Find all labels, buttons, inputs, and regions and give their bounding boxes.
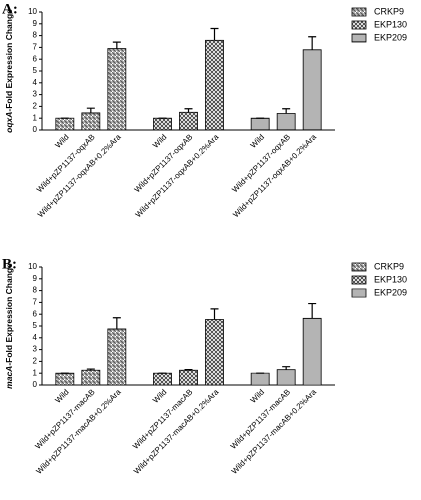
legend-swatch: [351, 262, 367, 272]
y-tick-label: 8: [33, 31, 38, 40]
error-bar: [184, 108, 193, 113]
x-tick-label: Wild: [53, 388, 70, 405]
panel-label: B:: [2, 256, 17, 272]
y-tick-label: 1: [33, 368, 38, 377]
y-axis-label-gene: oqxA: [4, 112, 14, 133]
x-tick-label: Wild: [151, 133, 168, 150]
legend-label: EKP209: [374, 32, 407, 42]
error-bar: [112, 41, 121, 49]
y-tick-label: 9: [33, 274, 38, 283]
x-tick-label: Wild: [249, 388, 266, 405]
y-tick-label: 7: [33, 43, 38, 52]
error-bar: [184, 369, 193, 371]
legend-swatch: [351, 33, 367, 43]
y-tick-label: 2: [33, 357, 38, 366]
y-tick-label: 5: [33, 66, 38, 75]
legend-label: CRKP9: [374, 6, 404, 16]
bar: [179, 111, 198, 131]
bar: [205, 39, 224, 131]
bar: [153, 372, 172, 386]
y-tick-label: 0: [33, 380, 38, 389]
legend-swatch: [351, 275, 367, 285]
bar: [81, 369, 101, 386]
y-axis-label-text: -Fold Expression Change: [4, 263, 14, 366]
error-bar: [210, 27, 219, 41]
y-tick-label: 7: [33, 298, 38, 307]
bar: [55, 117, 75, 131]
y-axis-label-text: -Fold Expression Change: [4, 9, 14, 112]
y-tick-label: 1: [33, 113, 38, 122]
legend-label: EKP130: [374, 19, 407, 29]
y-tick-label: 4: [33, 333, 38, 342]
bar: [276, 369, 296, 386]
y-tick-label: 4: [33, 78, 38, 87]
y-tick-label: 2: [33, 102, 38, 111]
legend-label: EKP209: [374, 287, 407, 297]
bar: [107, 48, 127, 131]
legend-swatch: [351, 7, 367, 17]
bar: [107, 328, 127, 386]
bar: [302, 49, 322, 131]
y-axis-label-gene: macA: [4, 366, 14, 389]
y-tick-label: 10: [28, 262, 37, 271]
bar: [153, 117, 172, 131]
error-bar: [282, 108, 291, 114]
y-tick-label: 3: [33, 345, 38, 354]
bar: [205, 319, 224, 386]
error-bar: [86, 107, 95, 113]
bar: [179, 369, 198, 386]
bar: [302, 317, 322, 386]
y-tick-label: 3: [33, 90, 38, 99]
error-bar: [86, 368, 95, 371]
legend-label: EKP130: [374, 274, 407, 284]
panel-label: A:: [2, 1, 18, 17]
x-tick-label: Wild: [249, 133, 266, 150]
bar: [276, 113, 296, 131]
x-tick-label: Wild: [53, 133, 70, 150]
y-tick-label: 0: [33, 125, 38, 134]
y-axis-label: macA-Fold Expression Change: [4, 263, 14, 389]
y-tick-label: 6: [33, 309, 38, 318]
x-tick-label: Wild: [151, 388, 168, 405]
y-tick-label: 10: [28, 7, 37, 16]
error-bar: [308, 302, 317, 319]
bar: [250, 372, 270, 386]
legend-swatch: [351, 20, 367, 30]
bar: [81, 112, 101, 131]
y-tick-label: 8: [33, 286, 38, 295]
bar: [250, 117, 270, 131]
error-bar: [308, 36, 317, 50]
error-bar: [210, 308, 219, 320]
legend-swatch: [351, 288, 367, 298]
y-tick-label: 5: [33, 321, 38, 330]
error-bar: [112, 317, 121, 329]
bar: [55, 372, 75, 386]
legend-label: CRKP9: [374, 261, 404, 271]
error-bar: [282, 366, 291, 370]
y-tick-label: 9: [33, 19, 38, 28]
y-tick-label: 6: [33, 54, 38, 63]
y-axis-label: oqxA-Fold Expression Change: [4, 9, 14, 133]
